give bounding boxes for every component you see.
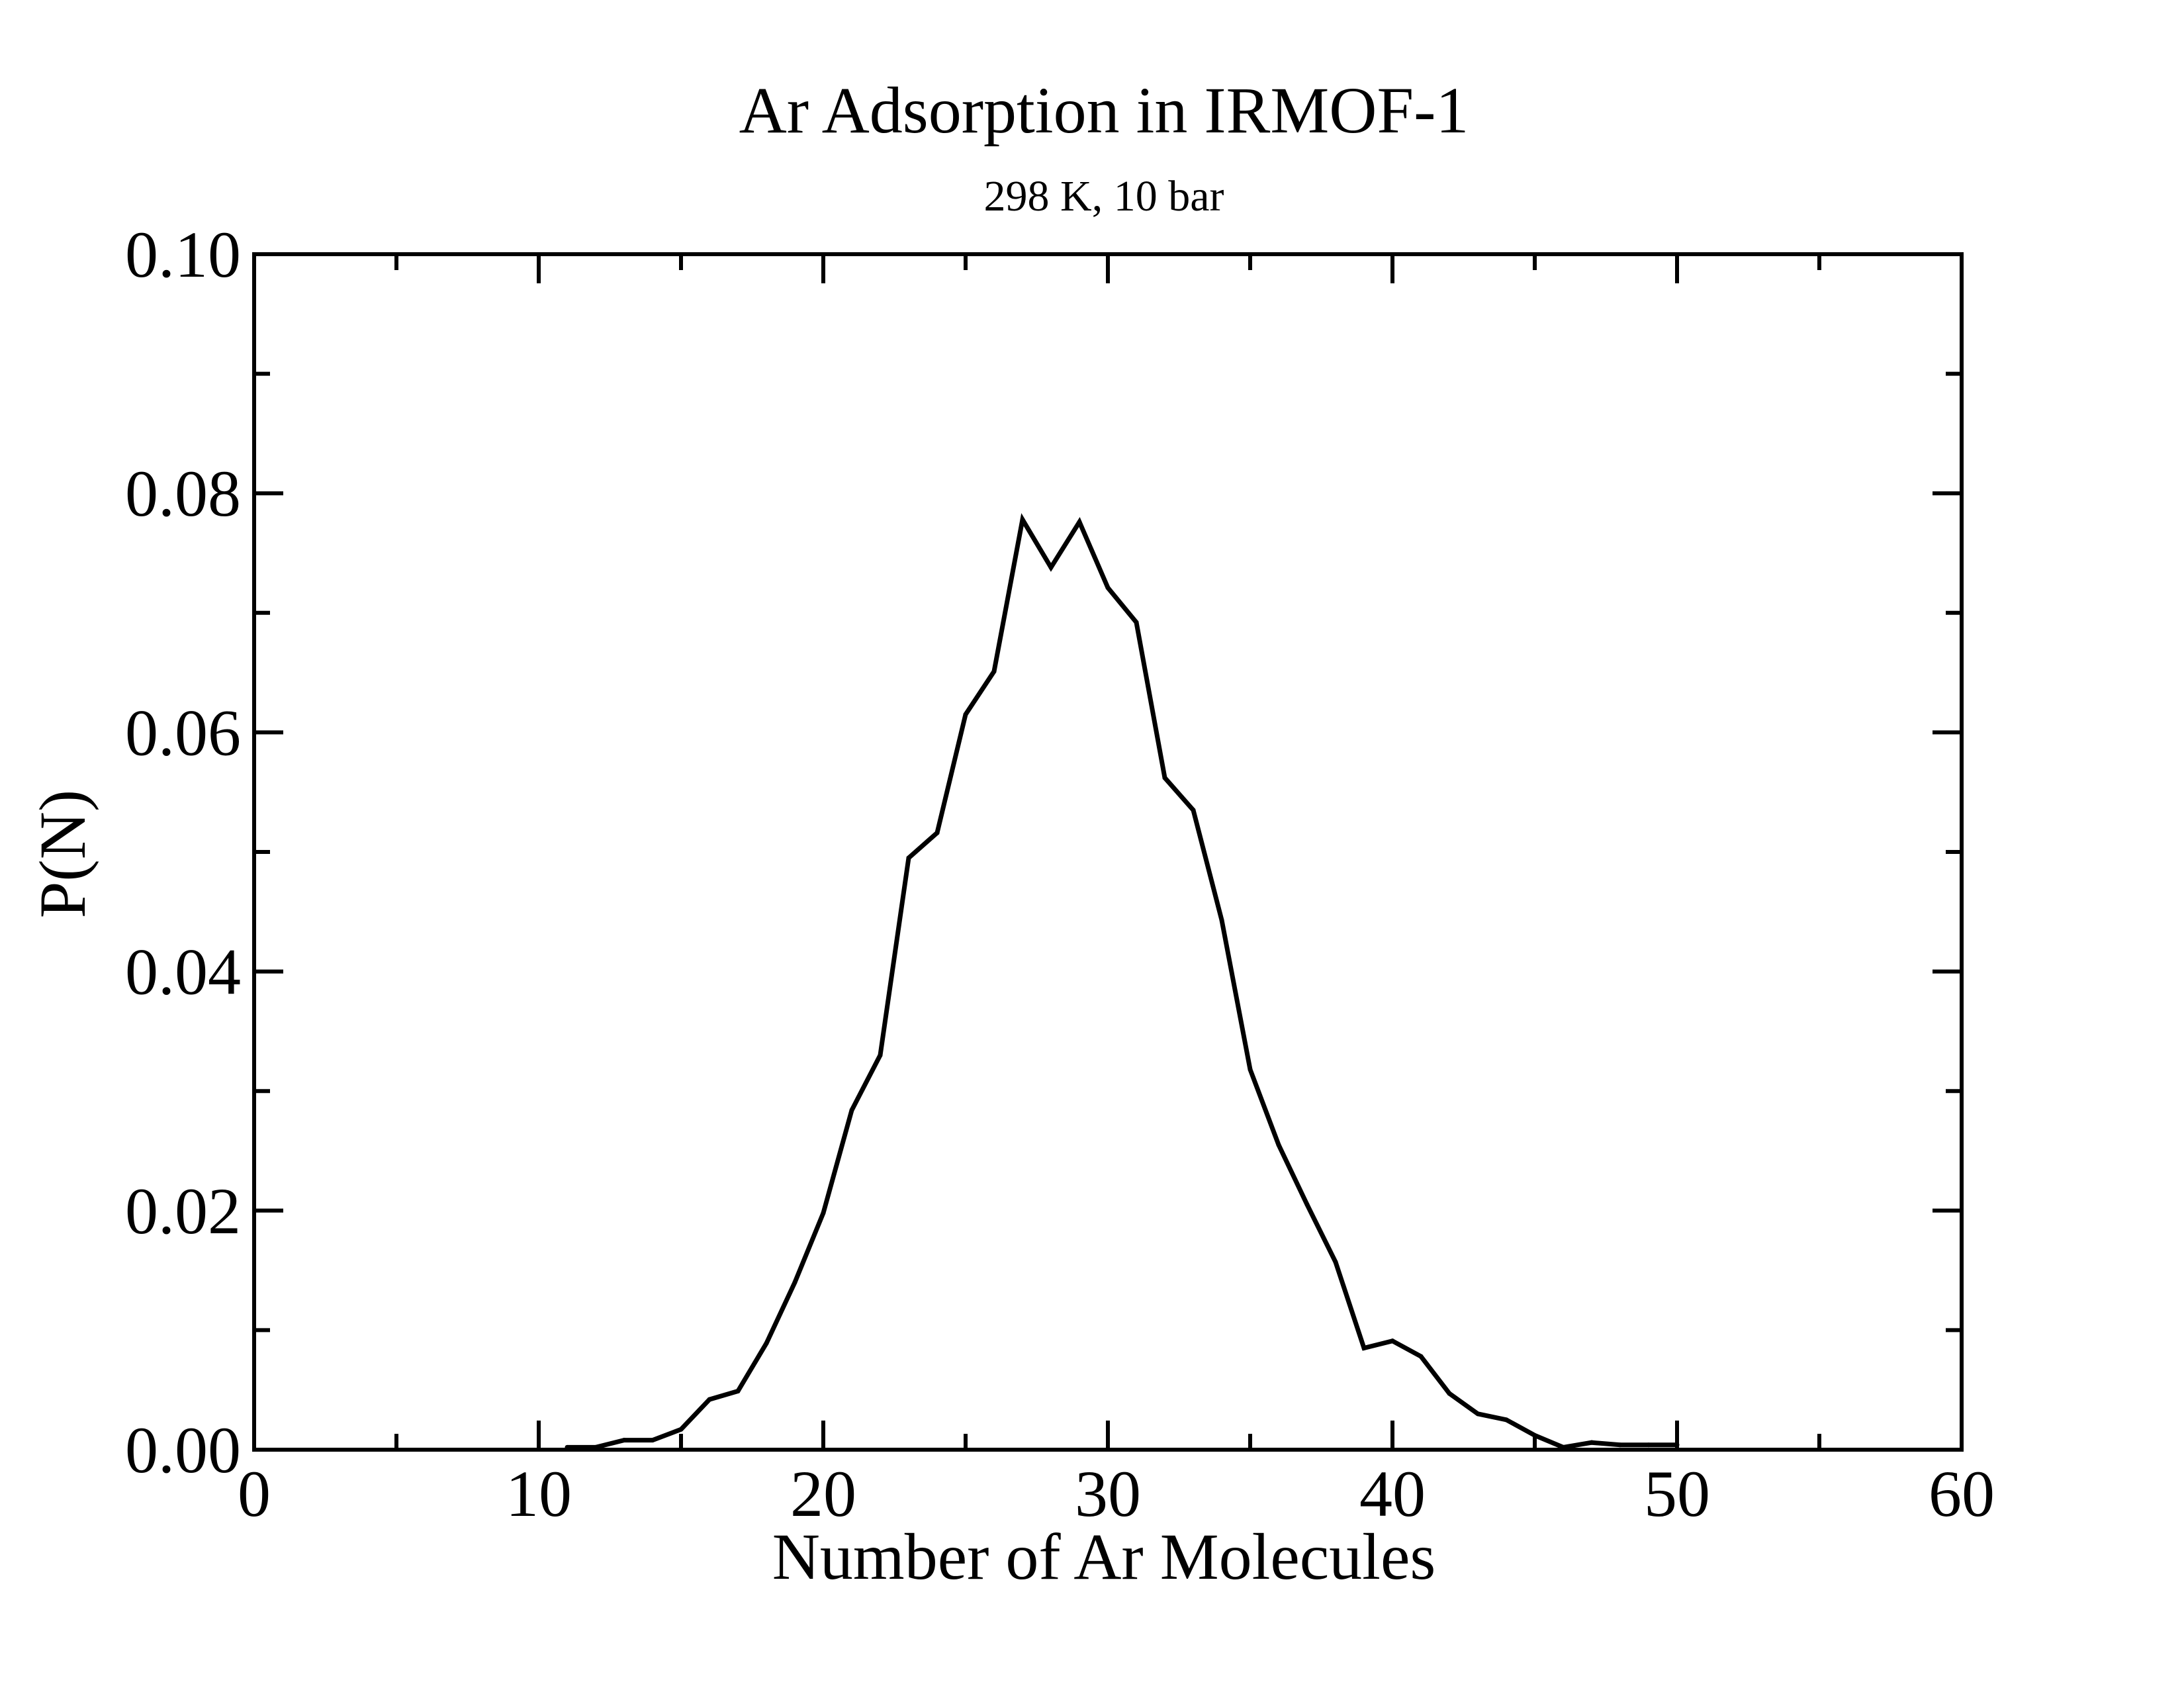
data-point <box>792 1280 797 1285</box>
series-line <box>567 513 1677 1450</box>
data-point <box>1219 917 1224 923</box>
y-tick-label: 0.06 <box>125 696 241 769</box>
data-point <box>1504 1417 1509 1423</box>
data-point <box>650 1438 655 1443</box>
data-point <box>1418 1354 1424 1359</box>
x-axis-label: Number of Ar Molecules <box>772 1520 1436 1593</box>
data-point <box>1105 585 1111 590</box>
data-point <box>1646 1442 1651 1448</box>
data-point <box>707 1397 712 1402</box>
data-point <box>1304 1202 1310 1207</box>
data-point <box>1077 520 1082 525</box>
y-tick-label: 0.00 <box>125 1413 241 1487</box>
x-tick-label: 40 <box>1359 1457 1426 1530</box>
axis-ticks: 0 10 20 30 40 50 60 0.00 0.02 0.04 0.06 0.08 0.10 <box>125 218 1995 1530</box>
data-point <box>1162 775 1167 780</box>
data-point <box>1617 1442 1623 1448</box>
data-point <box>934 830 940 835</box>
data-point <box>906 855 911 861</box>
x-tick-label: 10 <box>506 1457 572 1530</box>
plot-frame <box>252 252 1964 1452</box>
x-tick-label: 50 <box>1644 1457 1710 1530</box>
data-point <box>1333 1259 1338 1264</box>
chart-title: Ar Adsorption in IRMOF-1 <box>739 73 1469 147</box>
data-point <box>1361 1345 1367 1350</box>
data-point <box>735 1389 741 1394</box>
x-tick-label: 30 <box>1075 1457 1141 1530</box>
data-point <box>821 1210 826 1215</box>
y-tick-label: 0.02 <box>125 1174 241 1248</box>
data-point <box>1674 1442 1680 1448</box>
data-point <box>963 712 968 717</box>
data-point <box>1048 565 1054 570</box>
data-point <box>878 1053 883 1058</box>
data-point <box>1020 517 1025 522</box>
data-point <box>678 1427 684 1432</box>
data-point <box>1276 1142 1281 1147</box>
data-point <box>991 669 997 674</box>
data-point <box>849 1107 854 1113</box>
y-tick-label: 0.10 <box>125 218 241 291</box>
data-point <box>1475 1411 1480 1417</box>
data-point <box>1390 1338 1395 1344</box>
chart-subtitle: 298 K, 10 bar <box>984 172 1224 220</box>
data-point <box>621 1438 627 1443</box>
data-point <box>1191 808 1196 813</box>
x-tick-label: 0 <box>238 1457 271 1530</box>
data-point <box>1532 1432 1537 1438</box>
y-tick-label: 0.04 <box>125 935 241 1009</box>
data-point <box>764 1340 769 1346</box>
data-point <box>1447 1391 1452 1396</box>
data-point <box>1134 620 1139 625</box>
x-tick-label: 60 <box>1929 1457 1995 1530</box>
data-point <box>1248 1067 1253 1072</box>
x-tick-label: 20 <box>790 1457 856 1530</box>
data-point <box>1589 1440 1594 1445</box>
data-series <box>565 513 1680 1450</box>
y-tick-label: 0.08 <box>125 457 241 530</box>
y-axis-label: P(N) <box>26 790 99 918</box>
